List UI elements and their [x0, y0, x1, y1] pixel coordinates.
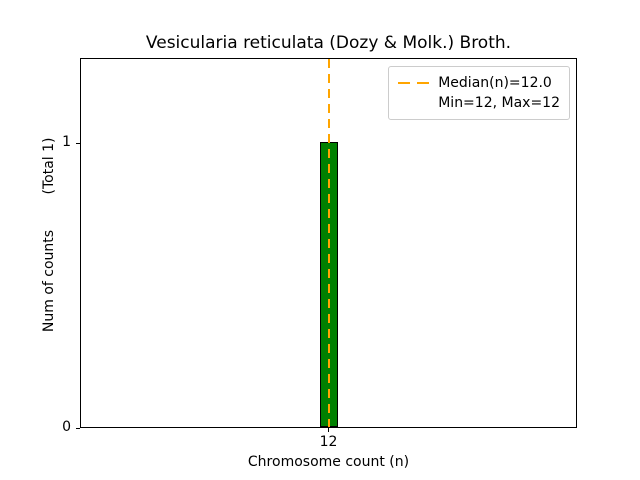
y-tick-mark: [76, 142, 80, 144]
y-axis-total-annotation: (Total 1): [41, 137, 57, 195]
legend-label-minmax: Min=12, Max=12: [438, 95, 560, 111]
legend: Median(n)=12.0 Min=12, Max=12: [388, 66, 570, 120]
chart-title: Vesicularia reticulata (Dozy & Molk.) Br…: [145, 33, 512, 53]
x-tick-mark: [328, 428, 329, 432]
median-dashed-line-swatch: [398, 82, 431, 84]
y-tick-mark: [76, 427, 80, 429]
legend-entry-median: Median(n)=12.0: [398, 73, 560, 93]
x-tick-label: 12: [319, 434, 338, 450]
legend-label-median: Median(n)=12.0: [438, 75, 552, 91]
median-line: [327, 59, 330, 427]
x-axis-label: Chromosome count (n): [247, 454, 410, 470]
legend-entry-minmax: Min=12, Max=12: [398, 93, 560, 113]
y-tick-label-zero: 0: [62, 419, 71, 435]
y-axis-label: Num of counts: [41, 229, 57, 333]
y-tick-label-one: 1: [62, 134, 71, 151]
plot-area: Median(n)=12.0 Min=12, Max=12: [80, 58, 577, 428]
